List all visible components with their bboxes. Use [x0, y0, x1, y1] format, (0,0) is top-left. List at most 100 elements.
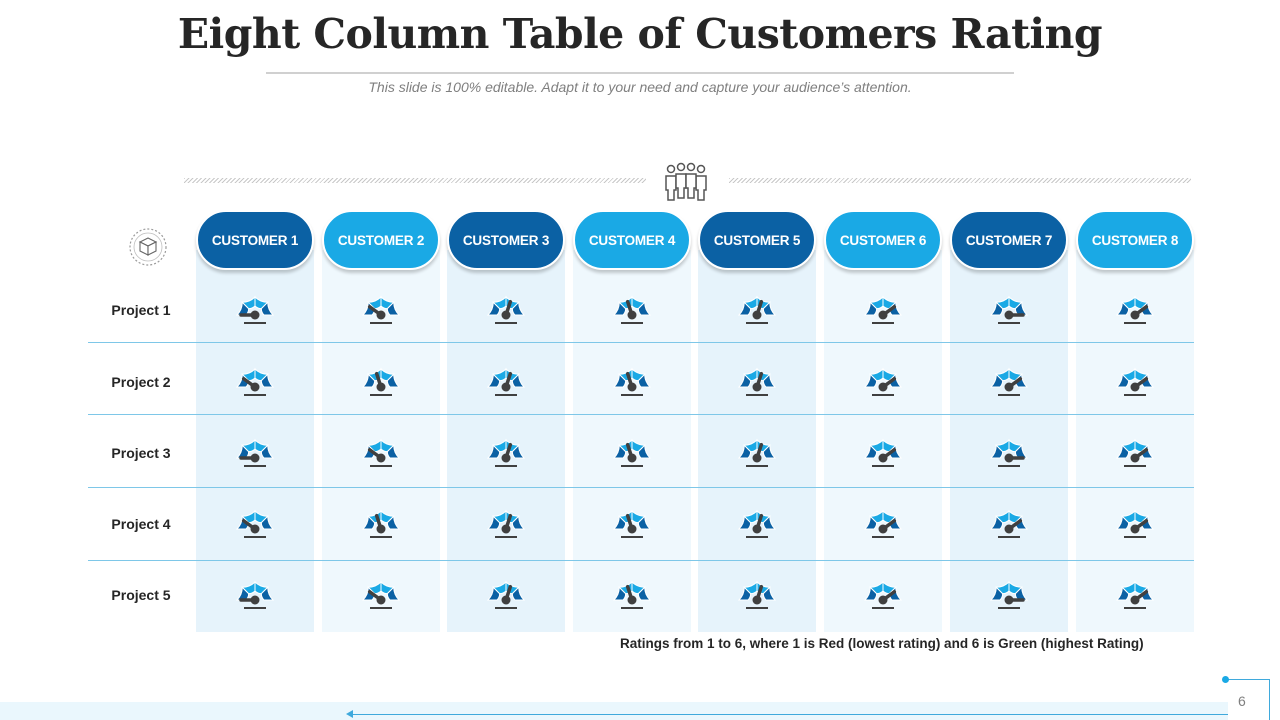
page-dot-icon [1222, 676, 1229, 683]
speedometer-gauge-icon [612, 580, 652, 609]
speedometer-gauge-icon [737, 509, 777, 538]
customer-header: CUSTOMER 5 [698, 210, 816, 270]
gauge-hub [627, 524, 637, 534]
gauge-base [621, 607, 643, 609]
speedometer-gauge-icon [1115, 438, 1155, 467]
gauge-segment [762, 373, 777, 388]
gauge-hub [752, 453, 762, 463]
gauge-base [495, 607, 517, 609]
customer-header-label: CUSTOMER 4 [588, 232, 676, 248]
page-number-frame [1226, 679, 1270, 720]
gauge-hub [878, 524, 888, 534]
hatched-divider-left [184, 178, 646, 183]
speedometer-gauge-icon [486, 295, 526, 324]
gauge-base [244, 607, 266, 609]
speedometer-gauge-icon [989, 295, 1029, 324]
gauge-hub [250, 453, 260, 463]
gauge-segment [511, 515, 526, 530]
gauge-base [1124, 536, 1146, 538]
gauge-hub [250, 382, 260, 392]
gauge-base [872, 322, 894, 324]
gauge-base [495, 394, 517, 396]
gauge-hub [878, 595, 888, 605]
gauge-base [244, 536, 266, 538]
gauge-hub [1130, 453, 1140, 463]
footer-arrow-line [352, 714, 1228, 715]
gauge-base [495, 322, 517, 324]
gauge-base [244, 394, 266, 396]
speedometer-gauge-icon [863, 438, 903, 467]
gauge-base [872, 536, 894, 538]
gauge-segment [762, 586, 777, 601]
gauge-hub [1130, 524, 1140, 534]
gauge-hub [878, 310, 888, 320]
gauge-base [370, 465, 392, 467]
speedometer-gauge-icon [863, 295, 903, 324]
gauge-hub [376, 310, 386, 320]
footer-band [0, 702, 1228, 720]
speedometer-gauge-icon [737, 295, 777, 324]
gauge-segment [386, 515, 401, 530]
gauge-hub [1004, 595, 1014, 605]
row-divider [88, 342, 1194, 343]
gauge-segment [511, 444, 526, 459]
gauge-base [746, 607, 768, 609]
gauge-hub [376, 382, 386, 392]
gauge-base [998, 607, 1020, 609]
gauge-base [872, 394, 894, 396]
gauge-base [746, 465, 768, 467]
customer-header-label: CUSTOMER 7 [965, 232, 1053, 248]
gauge-segment [511, 586, 526, 601]
gauge-hub [752, 310, 762, 320]
speedometer-gauge-icon [486, 509, 526, 538]
gauge-hub [250, 595, 260, 605]
gauge-hub [501, 310, 511, 320]
gauge-hub [501, 595, 511, 605]
gauge-hub [1004, 524, 1014, 534]
gauge-segment [637, 301, 652, 316]
customer-header-label: CUSTOMER 6 [839, 232, 927, 248]
gauge-base [370, 536, 392, 538]
gauge-base [495, 536, 517, 538]
customer-header-label: CUSTOMER 2 [337, 232, 425, 248]
speedometer-gauge-icon [989, 509, 1029, 538]
speedometer-gauge-icon [612, 295, 652, 324]
gauge-base [621, 322, 643, 324]
gauge-segment [260, 373, 275, 388]
gauge-hub [1130, 382, 1140, 392]
gauge-segment [637, 444, 652, 459]
gauge-hub [501, 453, 511, 463]
gauge-segment [260, 301, 275, 316]
gauge-base [1124, 394, 1146, 396]
gauge-hub [1004, 310, 1014, 320]
customer-header-label: CUSTOMER 8 [1091, 232, 1179, 248]
cube-dial-icon [129, 228, 167, 266]
customer-header: CUSTOMER 8 [1076, 210, 1194, 270]
gauge-hub [627, 310, 637, 320]
gauge-segment [386, 301, 401, 316]
speedometer-gauge-icon [486, 367, 526, 396]
gauge-hub [501, 524, 511, 534]
customer-header: CUSTOMER 4 [573, 210, 691, 270]
speedometer-gauge-icon [989, 367, 1029, 396]
speedometer-gauge-icon [737, 438, 777, 467]
speedometer-gauge-icon [737, 367, 777, 396]
gauge-base [746, 536, 768, 538]
customer-header-label: CUSTOMER 5 [713, 232, 801, 248]
gauge-segment [762, 444, 777, 459]
slide-subtitle: This slide is 100% editable. Adapt it to… [368, 79, 912, 95]
speedometer-gauge-icon [989, 438, 1029, 467]
row-divider [88, 487, 1194, 488]
speedometer-gauge-icon [1115, 509, 1155, 538]
project-label: Project 2 [111, 374, 171, 390]
speedometer-gauge-icon [235, 438, 275, 467]
speedometer-gauge-icon [361, 509, 401, 538]
gauge-base [495, 465, 517, 467]
gauge-base [621, 465, 643, 467]
gauge-hub [1130, 595, 1140, 605]
gauge-hub [501, 382, 511, 392]
gauge-hub [752, 595, 762, 605]
gauge-hub [1130, 310, 1140, 320]
gauge-base [746, 322, 768, 324]
gauge-segment [511, 373, 526, 388]
